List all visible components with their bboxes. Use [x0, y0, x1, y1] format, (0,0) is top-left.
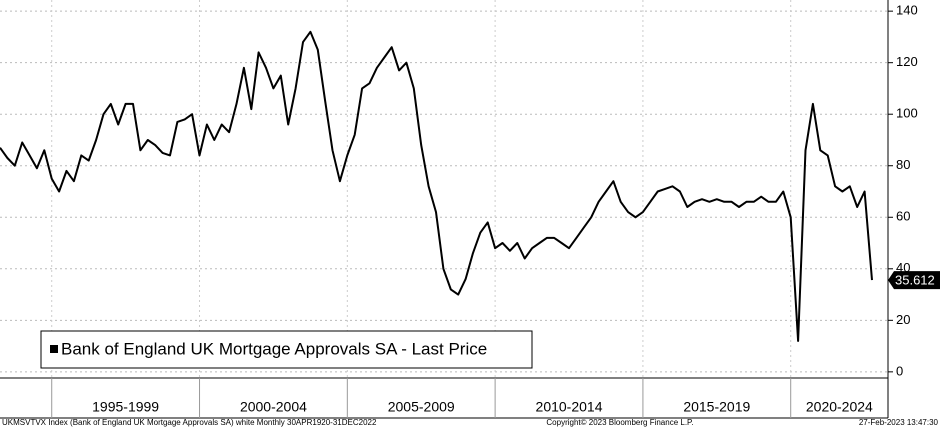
- last-price-badge: [888, 271, 940, 290]
- x-band-label: 2015-2019: [683, 399, 750, 415]
- y-tick-label: 80: [896, 157, 910, 172]
- x-band-label: 2010-2014: [536, 399, 603, 415]
- y-tick-label: 140: [896, 3, 918, 18]
- footer-timestamp: 27-Feb-2023 13:47:30: [859, 418, 939, 427]
- y-tick-label: 20: [896, 312, 910, 327]
- x-band-label: 2005-2009: [388, 399, 455, 415]
- y-tick-label: 0: [896, 363, 903, 378]
- plot: [0, 30, 873, 342]
- series-line: [0, 30, 873, 342]
- x-band-label: 2020-2024: [806, 399, 873, 415]
- x-band-label: 1995-1999: [92, 399, 159, 415]
- legend-swatch: [50, 345, 58, 353]
- x-band-label: 2000-2004: [240, 399, 307, 415]
- legend-label: Bank of England UK Mortgage Approvals SA…: [61, 339, 487, 358]
- y-tick-label: 60: [896, 209, 910, 224]
- legend-box: [40, 330, 533, 369]
- footer-source: UKMSVTVX Index (Bank of England UK Mortg…: [2, 418, 377, 427]
- y-tick-label: 100: [896, 106, 918, 121]
- last-price-label: 35.612: [895, 273, 935, 288]
- y-tick-label: 120: [896, 54, 918, 69]
- grid: [0, 0, 888, 378]
- footer-copyright: Copyright© 2023 Bloomberg Finance L.P.: [546, 418, 693, 427]
